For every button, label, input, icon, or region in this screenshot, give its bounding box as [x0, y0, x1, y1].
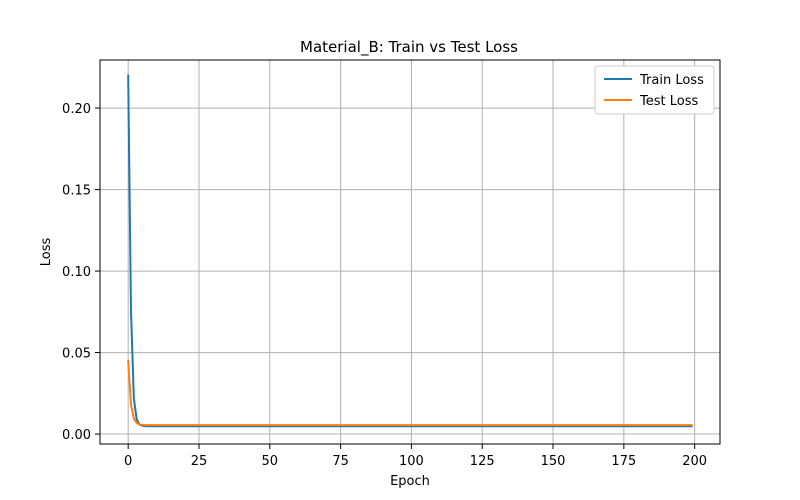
test-loss-line — [127, 359, 693, 427]
y-tick-label: 0.05 — [62, 347, 91, 362]
legend: Train Loss Test Loss — [594, 65, 715, 115]
legend-label-train-loss: Train Loss — [639, 73, 704, 88]
grid-layer — [100, 60, 720, 444]
legend-label-test-loss: Test Loss — [639, 94, 698, 109]
chart-title: Material_B: Train vs Test Loss — [300, 38, 518, 57]
y-tick-label: 0.00 — [62, 428, 91, 443]
train-loss-line — [127, 74, 693, 428]
plot-layer — [127, 74, 693, 428]
x-axis-ticks: 0 25 50 75 100 125 150 175 200 — [124, 444, 707, 469]
x-tick-label: 75 — [332, 454, 349, 469]
y-axis-ticks: 0.00 0.05 0.10 0.15 0.20 — [62, 102, 100, 443]
x-tick-label: 50 — [262, 454, 279, 469]
x-tick-label: 200 — [682, 454, 707, 469]
x-tick-label: 150 — [541, 454, 566, 469]
x-tick-label: 125 — [470, 454, 495, 469]
y-axis-label: Loss — [39, 238, 54, 267]
x-tick-label: 100 — [399, 454, 424, 469]
plot-frame — [99, 59, 721, 445]
y-tick-label: 0.10 — [62, 265, 91, 280]
x-axis-label: Epoch — [390, 474, 430, 489]
x-tick-label: 25 — [191, 454, 208, 469]
x-tick-label: 175 — [611, 454, 636, 469]
y-tick-label: 0.15 — [62, 184, 91, 199]
y-tick-label: 0.20 — [62, 102, 91, 117]
x-tick-label: 0 — [124, 454, 132, 469]
